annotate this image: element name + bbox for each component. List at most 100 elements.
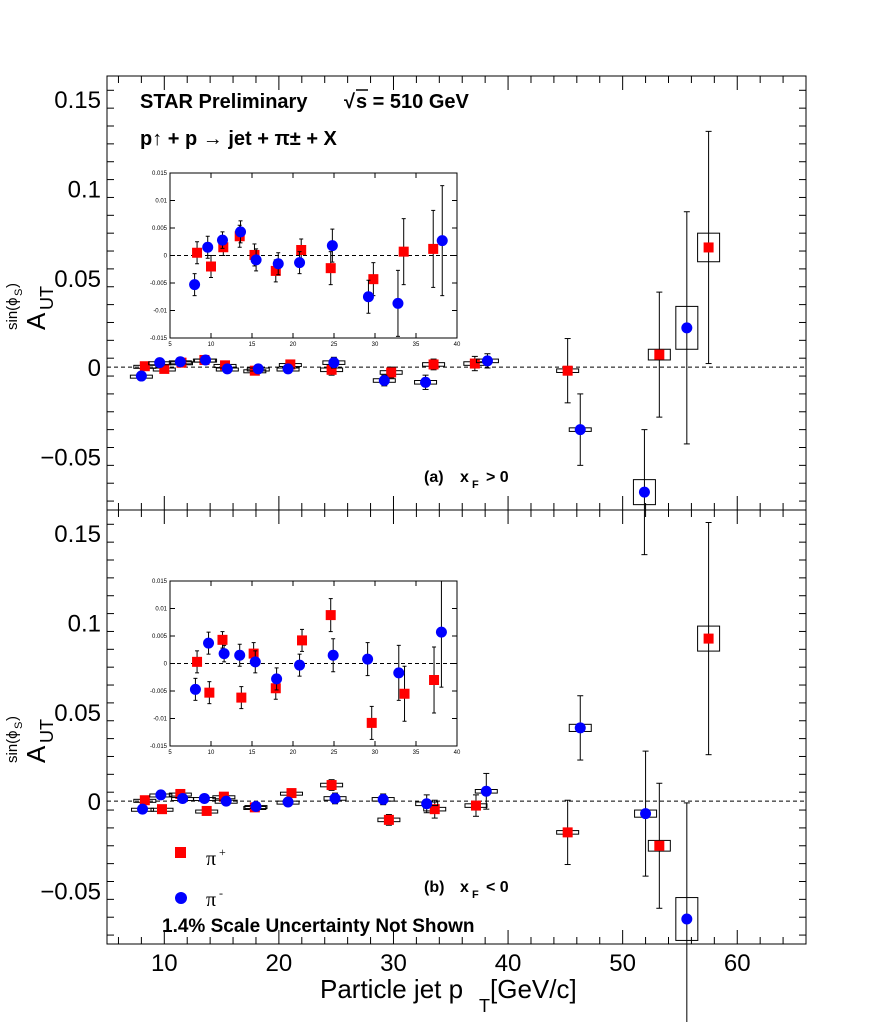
sys-box bbox=[697, 625, 721, 652]
inset-point-circle bbox=[294, 659, 306, 671]
ylabel-b-sup-close: ) bbox=[4, 716, 21, 721]
panel-b-tag: (b) bbox=[424, 879, 444, 896]
inset-y-tick-label: 0.015 bbox=[152, 579, 168, 585]
inset-point-square bbox=[218, 242, 229, 253]
y-tick-label: −0.05 bbox=[40, 444, 101, 471]
y-tick-label: 0.1 bbox=[68, 177, 101, 204]
data-point-square bbox=[654, 840, 665, 851]
inset-point-square bbox=[325, 263, 336, 274]
x-tick-label: 30 bbox=[380, 950, 407, 977]
series-pi-minus bbox=[129, 211, 699, 556]
header-reaction: p↑ + p → jet + π± + X bbox=[140, 128, 338, 150]
inset-y-tick-label: 0.005 bbox=[152, 226, 168, 232]
inset-point-circle bbox=[326, 240, 338, 252]
inset-point-square bbox=[296, 245, 307, 255]
data-point-circle bbox=[480, 785, 492, 797]
data-point-square bbox=[383, 814, 394, 825]
inset-point-square bbox=[368, 274, 379, 285]
inset-point-circle bbox=[392, 297, 404, 309]
data-point-circle bbox=[177, 792, 189, 804]
inset-point-circle bbox=[362, 291, 374, 303]
inset-point-square bbox=[206, 261, 216, 272]
panel-a-var: x bbox=[460, 469, 469, 486]
inset-point-square bbox=[192, 656, 203, 667]
inset-point-circle bbox=[234, 649, 246, 661]
inset-point-square bbox=[248, 648, 259, 659]
inset-point-circle bbox=[250, 254, 262, 266]
inset-y-tick-label: -0.005 bbox=[150, 689, 168, 695]
inset-x-tick-label: 40 bbox=[454, 750, 461, 756]
data-point-circle bbox=[174, 356, 186, 368]
inset-point-circle bbox=[202, 241, 214, 253]
x-tick-label: 20 bbox=[266, 950, 293, 977]
sys-box bbox=[647, 839, 671, 852]
inset-point-circle bbox=[327, 649, 339, 661]
inset-point-square bbox=[236, 692, 247, 703]
inset-x-tick-label: 5 bbox=[168, 750, 172, 756]
y-tick-label: 0.15 bbox=[54, 521, 101, 548]
y-tick-label: 0.15 bbox=[54, 87, 101, 114]
xlabel-main: Particle jet p bbox=[320, 974, 463, 1004]
panel-a: −0.05 0 0.05 0.1 0.15 5 10 15 20 25 30 35 40 -0.015 -0… bbox=[40, 75, 807, 556]
y-tick-label: 0 bbox=[88, 789, 101, 816]
data-point-circle bbox=[200, 354, 212, 366]
inset-y-tick-label: 0 bbox=[164, 662, 168, 668]
data-point-square bbox=[654, 349, 665, 360]
ylabel-a-sup: sin(ϕ bbox=[4, 297, 21, 330]
inset-point-square bbox=[192, 247, 203, 258]
xlabel-unit: [GeV/c] bbox=[490, 974, 577, 1004]
panel-b-label: (b) x F < 0 bbox=[424, 879, 509, 901]
inset-y-tick-label: 0 bbox=[164, 254, 168, 260]
ylabel-a-sup-sub: S bbox=[13, 289, 25, 296]
inset-x-tick-label: 35 bbox=[413, 342, 420, 348]
inset-point-circle bbox=[393, 667, 405, 679]
data-point-square bbox=[386, 367, 397, 378]
inset-y-tick-label: 0.005 bbox=[152, 634, 168, 640]
inset-x-tick-label: 20 bbox=[290, 750, 297, 756]
inset-point-circle bbox=[216, 234, 228, 246]
data-point-circle bbox=[135, 370, 147, 382]
y-tick-label: 0.1 bbox=[68, 611, 101, 638]
inset-point-square bbox=[270, 265, 281, 276]
data-point-square bbox=[286, 788, 297, 799]
x-axis-label: Particle jet p T [GeV/c] bbox=[320, 974, 577, 1016]
data-point-square bbox=[159, 363, 170, 374]
legend-marker-pi-plus bbox=[175, 847, 186, 858]
inset-point-square bbox=[428, 243, 439, 254]
panel-b-sub: F bbox=[472, 889, 479, 901]
inset-point-square bbox=[270, 683, 281, 694]
inset-y-tick-label: -0.005 bbox=[150, 281, 168, 287]
y-tick-label: 0.05 bbox=[54, 266, 101, 293]
data-point-circle bbox=[377, 793, 389, 805]
sys-box bbox=[675, 897, 699, 941]
data-point-square bbox=[470, 800, 481, 811]
inset-point-circle bbox=[294, 257, 306, 269]
series-pi-plus bbox=[133, 130, 721, 418]
inset-point-circle bbox=[362, 653, 374, 665]
y-axis-label-b: A UT sin(ϕ S ) bbox=[4, 716, 57, 763]
data-point-circle bbox=[378, 375, 390, 387]
series-pi-minus bbox=[131, 695, 699, 1022]
data-point-square bbox=[703, 633, 714, 644]
legend-pi-minus: π bbox=[206, 889, 216, 911]
inset-point-square bbox=[217, 634, 228, 645]
inset-y-tick-label: 0.01 bbox=[155, 199, 167, 205]
data-point-circle bbox=[420, 376, 432, 388]
data-point-square bbox=[703, 242, 714, 253]
data-point-square bbox=[157, 804, 168, 815]
panel-a-rel: > 0 bbox=[486, 469, 509, 486]
inset-point-square bbox=[297, 635, 308, 646]
inset-x-tick-label: 15 bbox=[249, 342, 256, 348]
inset-y-tick-label: 0.01 bbox=[155, 607, 167, 613]
legend-marker-pi-minus bbox=[175, 892, 187, 904]
ylabel-b-sup-sub: S bbox=[13, 722, 25, 729]
data-point-circle bbox=[574, 722, 586, 734]
header-title: STAR Preliminary bbox=[140, 91, 308, 113]
x-tick-label: 40 bbox=[495, 950, 522, 977]
y-axis-label-a: A UT sin(ϕ S ) bbox=[4, 283, 57, 330]
data-point-circle bbox=[681, 913, 693, 925]
inset-point-square bbox=[325, 610, 336, 621]
inset-point-square bbox=[366, 717, 377, 728]
data-point-square bbox=[562, 827, 573, 838]
sys-box bbox=[647, 348, 671, 361]
